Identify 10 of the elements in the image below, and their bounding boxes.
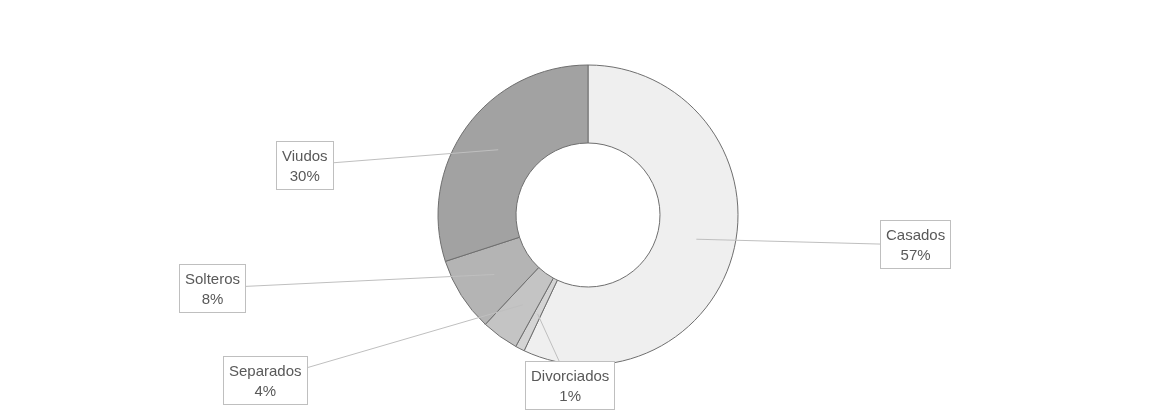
slice-label: Divorciados bbox=[531, 367, 610, 384]
data-label: 30% bbox=[289, 166, 320, 184]
data-label: 8% bbox=[201, 289, 224, 307]
slice-label: Solteros bbox=[185, 270, 241, 287]
data-label: 57% bbox=[900, 245, 931, 263]
slice-label: Viudos bbox=[282, 147, 328, 164]
slice-label: Casados bbox=[886, 226, 946, 243]
data-label: 4% bbox=[254, 381, 277, 399]
slice-label: Separados bbox=[229, 362, 302, 379]
data-label: 1% bbox=[559, 386, 582, 404]
